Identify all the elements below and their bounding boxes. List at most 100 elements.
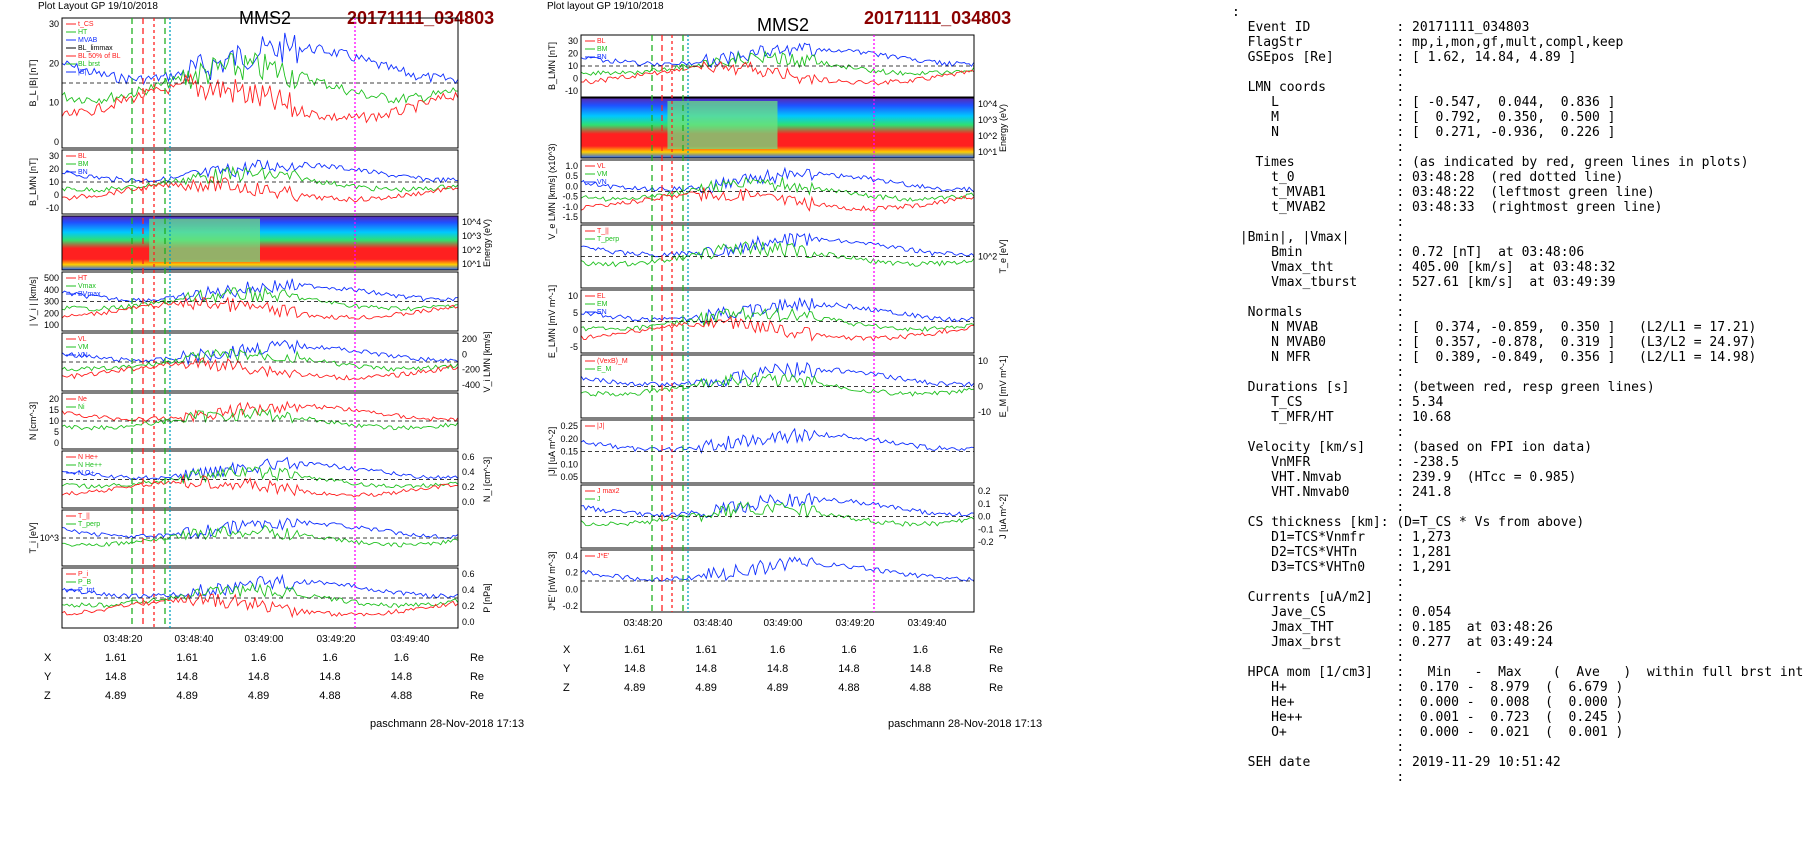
summary-line: t_0 : 03:48:28 (red dotted line) [1232, 170, 1624, 185]
position-value: 4.89 [247, 689, 270, 702]
series-line [61, 286, 458, 312]
position-axis-label: Y [44, 670, 52, 683]
legend-label: Ni [78, 404, 85, 411]
panel-Ve_LMN: 1.00.50.0-0.5-1.0-1.5 V_e LMN [km/s] (x10… [547, 143, 975, 240]
panel-frame [61, 392, 459, 450]
summary-line: : [1232, 770, 1405, 785]
y-tick-label: 10 [568, 61, 578, 71]
legend-label: T_perp [597, 236, 619, 243]
time-tick-label: 03:48:20 [104, 634, 143, 645]
time-tick-label: 03:48:40 [175, 634, 214, 645]
legend-label: P_i [78, 571, 89, 578]
y-tick-label: -0.2 [562, 601, 578, 611]
legend-label: T_|| [597, 228, 609, 235]
position-value: 4.89 [624, 681, 646, 694]
y-tick-label: 0 [54, 190, 59, 200]
y-tick-label: 10^2 [462, 245, 481, 255]
y-tick-label: 0 [54, 438, 59, 448]
series-line [61, 582, 459, 609]
series-line [580, 176, 975, 202]
legend-label: T_perp [78, 521, 100, 528]
y-tick-label: 10^1 [978, 147, 997, 157]
series-line [61, 573, 459, 600]
panel-pressure: 0.6 0.4 0.2 0.0 P [nPa] P_iP_BP_tot [61, 567, 492, 629]
position-value: 4.88 [838, 681, 860, 694]
y-tick-label: 20 [49, 58, 59, 68]
panel-frame [580, 484, 975, 549]
summary-line: : [1232, 650, 1405, 665]
series-line [61, 339, 459, 366]
series-line [61, 165, 459, 193]
position-axis-label: X [563, 643, 571, 656]
y-tick-label: 10^2 [978, 131, 997, 141]
series-line [61, 52, 459, 105]
legend-label: BN [597, 54, 607, 61]
y-tick-label: 10^1 [462, 259, 481, 269]
y-tick-label: -0.2 [978, 537, 994, 547]
y-tick-label: 20 [49, 394, 59, 404]
series-line [580, 315, 975, 342]
time-tick-label: 03:49:40 [391, 634, 430, 645]
legend-label: BL brst [78, 61, 100, 68]
time-tick-label: 03:48:20 [624, 618, 663, 629]
summary-line: CS thickness [km]: (D=T_CS * Vs from abo… [1232, 515, 1585, 530]
panel-frame [61, 450, 459, 509]
summary-line: Vmax_tburst : 527.61 [km/s] at 03:49:39 [1232, 275, 1616, 290]
summary-line: |Bmin|, |Vmax| : [1232, 230, 1405, 245]
y-tick-label: 0.20 [560, 434, 578, 444]
summary-line: t_MVAB2 : 03:48:33 (rightmost green line… [1232, 200, 1663, 215]
series-line [580, 306, 975, 332]
position-axis-label: Y [563, 662, 571, 675]
y-tick-label: -1.5 [562, 212, 578, 222]
position-unit: Re [469, 670, 484, 683]
legend-label: N O+ [78, 470, 95, 477]
panel-frame [61, 17, 459, 149]
legend-label: BVmax [78, 291, 101, 298]
y-tick-label: 10^3 [978, 115, 997, 125]
summary-line: : [1232, 500, 1405, 515]
position-value: 4.88 [319, 689, 341, 702]
series-line [61, 278, 459, 303]
position-value: 1.6 [322, 651, 338, 664]
summary-line: H+ : 0.170 - 8.979 ( 6.679 ) [1232, 680, 1624, 695]
summary-line: Jmax_brst : 0.277 at 03:49:24 [1232, 635, 1553, 650]
panel-frame [580, 97, 975, 159]
panel-frame [61, 567, 459, 629]
y-tick-label: 0.0 [462, 617, 475, 627]
legend-label: BN [78, 169, 88, 176]
panel-frame [61, 509, 459, 567]
summary-line: : [1232, 215, 1405, 230]
position-value: 14.8 [176, 670, 198, 683]
spectrogram-region [149, 218, 260, 262]
panel-E_M: 10 0 -10 E_M [mV m^-1] (VexB)_ME_M [580, 354, 1008, 419]
panel-Te: 10^2 T_e [eV] T_||T_perp [580, 224, 1008, 289]
series-line [61, 473, 459, 498]
y-tick-label: 0.0 [565, 584, 578, 594]
summary-line: VHT.Nmvab : 239.9 (HTcc = 0.985) [1232, 470, 1577, 485]
y-tick-label: 5 [54, 427, 59, 437]
position-unit: Re [988, 643, 1003, 656]
panel-electron_spectrogram: 10^4 10^3 10^2 10^1 Energy (eV) [580, 97, 1008, 159]
left-footer: paschmann 28-Nov-2018 17:13 [370, 718, 525, 730]
summary-line: T_CS : 5.34 [1232, 395, 1444, 410]
y-tick-label: 0.2 [462, 601, 475, 611]
y-tick-label: 10^3 [462, 231, 481, 241]
summary-line: L : [ -0.547, 0.044, 0.836 ] [1232, 95, 1616, 110]
position-value: 14.8 [105, 670, 127, 683]
right-spacecraft-title: MMS2 [757, 15, 810, 35]
y-tick-label: 0.5 [565, 171, 578, 181]
y-tick-label: -10 [565, 86, 578, 96]
y-tick-label: 30 [49, 19, 59, 29]
legend-label: E_M [597, 366, 612, 373]
panel-frame [580, 159, 975, 224]
summary-line: : [1232, 140, 1405, 155]
summary-line: Event ID : 20171111_034803 [1232, 20, 1530, 35]
y-tick-label: 20 [568, 49, 578, 59]
panel-frame [580, 289, 975, 354]
y-axis-label: B_LMN [nT] [547, 42, 557, 90]
legend-label: N He++ [78, 462, 102, 469]
summary-line: Jmax_THT : 0.185 at 03:48:26 [1232, 620, 1553, 635]
time-tick-label: 03:48:40 [694, 618, 733, 629]
